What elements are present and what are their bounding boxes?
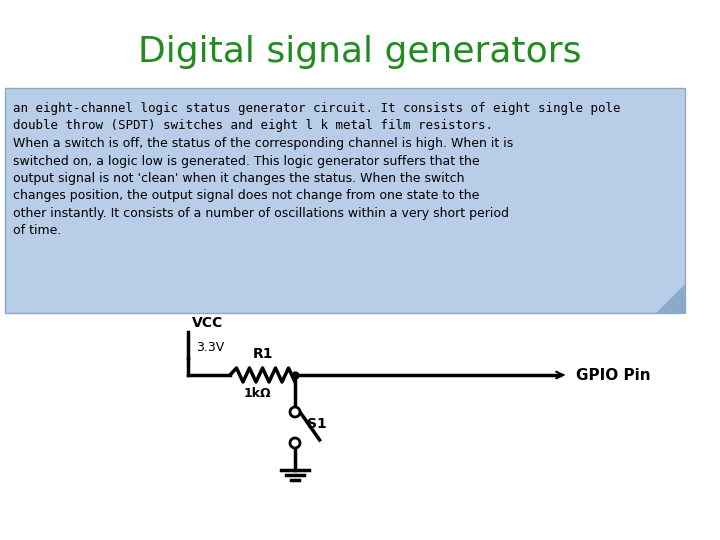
Text: When a switch is off, the status of the corresponding channel is high. When it i: When a switch is off, the status of the …	[13, 137, 513, 150]
Text: switched on, a logic low is generated. This logic generator suffers that the: switched on, a logic low is generated. T…	[13, 154, 480, 167]
Text: an eight-channel logic status generator circuit. It consists of eight single pol: an eight-channel logic status generator …	[13, 102, 621, 115]
Text: changes position, the output signal does not change from one state to the: changes position, the output signal does…	[13, 190, 480, 202]
Circle shape	[290, 438, 300, 448]
Polygon shape	[657, 285, 685, 313]
Text: double throw (SPDT) switches and eight l k metal film resistors.: double throw (SPDT) switches and eight l…	[13, 119, 493, 132]
Text: GPIO Pin: GPIO Pin	[576, 368, 651, 382]
Circle shape	[290, 407, 300, 417]
Polygon shape	[657, 285, 685, 313]
Text: Digital signal generators: Digital signal generators	[138, 35, 582, 69]
FancyBboxPatch shape	[5, 88, 685, 313]
Text: 1kΩ: 1kΩ	[243, 387, 271, 400]
Text: R1: R1	[252, 347, 273, 361]
Text: S1: S1	[307, 417, 327, 431]
Text: of time.: of time.	[13, 225, 61, 238]
Text: other instantly. It consists of a number of oscillations within a very short per: other instantly. It consists of a number…	[13, 207, 509, 220]
Text: VCC: VCC	[192, 316, 223, 330]
Text: 3.3V: 3.3V	[196, 341, 224, 354]
Text: output signal is not 'clean' when it changes the status. When the switch: output signal is not 'clean' when it cha…	[13, 172, 464, 185]
